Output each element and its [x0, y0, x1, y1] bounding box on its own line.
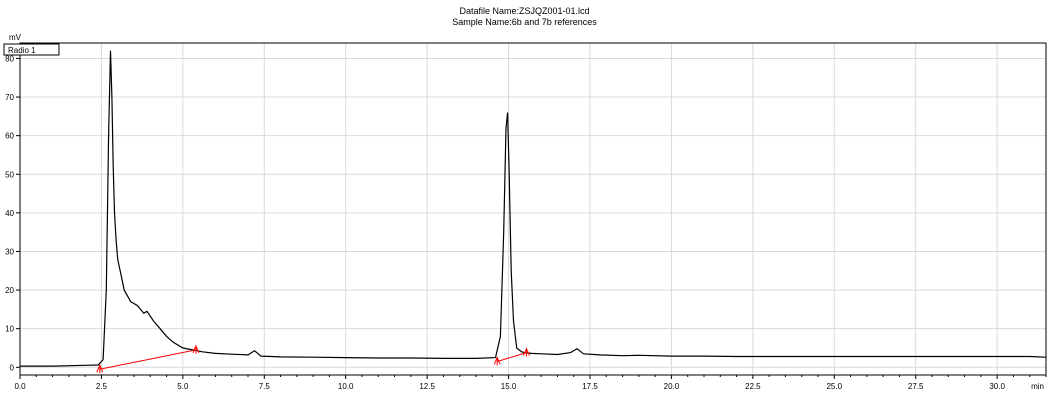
- y-tick-label: 0: [10, 363, 15, 372]
- x-tick-label: 22.5: [745, 382, 761, 391]
- y-tick-label: 80: [5, 54, 14, 63]
- x-tick-label: 27.5: [908, 382, 924, 391]
- y-tick-label: 10: [5, 325, 14, 334]
- peak-marker: [523, 347, 530, 357]
- series-layer: [20, 50, 1047, 374]
- legend-box: [3, 43, 60, 56]
- x-tick-label: 20.0: [664, 382, 680, 391]
- x-axis-label: min: [1031, 382, 1044, 391]
- baseline-segment: [497, 352, 527, 362]
- datafile-name: Datafile Name:ZSJQZ001-01.lcd: [459, 6, 590, 16]
- x-tick-label: 7.5: [259, 382, 271, 391]
- peak-marker: [192, 344, 200, 354]
- plot-frame: [19, 42, 1047, 376]
- x-tick-label: 25.0: [826, 382, 842, 391]
- legend-label: Radio 1: [8, 46, 36, 55]
- x-tick-label: 5.0: [177, 382, 189, 391]
- x-tick-label: 17.5: [582, 382, 598, 391]
- y-tick-label: 30: [5, 247, 14, 256]
- x-tick-label: 0.0: [14, 382, 26, 391]
- grid-layer: [20, 43, 1046, 375]
- axes-layer: [16, 42, 1047, 379]
- y-tick-label: 50: [5, 170, 14, 179]
- x-tick-label: 30.0: [989, 382, 1005, 391]
- x-tick-label: 2.5: [96, 382, 108, 391]
- peak-marker: [96, 363, 104, 374]
- x-tick-label: 12.5: [419, 382, 435, 391]
- label-layer: 0.0 2.5 5.0 7.5 10.0 12.5 15.0 17.5 20.0 22.5 25.0…: [3, 33, 1044, 391]
- x-tick-label: 10.0: [338, 382, 354, 391]
- y-tick-label: 70: [5, 93, 14, 102]
- sample-name: Sample Name:6b and 7b references: [452, 17, 597, 27]
- peak-marker: [493, 356, 501, 366]
- baseline-segment: [99, 349, 196, 370]
- x-tick-label: 15.0: [501, 382, 517, 391]
- y-tick-label: 60: [5, 132, 14, 141]
- y-axis-label: mV: [9, 33, 22, 42]
- y-tick-label: 40: [5, 209, 14, 218]
- signal-trace: [20, 50, 1047, 367]
- y-tick-label: 20: [5, 286, 14, 295]
